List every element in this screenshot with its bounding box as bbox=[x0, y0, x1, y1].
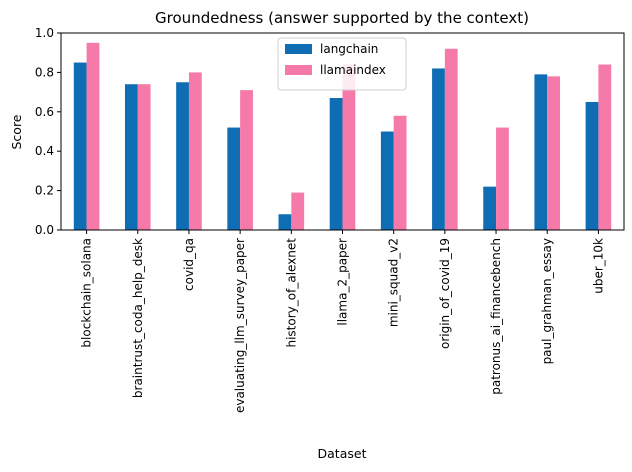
y-tick-label: 0.4 bbox=[35, 144, 54, 158]
x-axis: blockchain_solana braintrust_coda_help_de… bbox=[80, 230, 605, 413]
x-tick-label-paul_grahman_essay: paul_grahman_essay bbox=[540, 238, 554, 364]
x-tick-label-mini_squad_v2: mini_squad_v2 bbox=[387, 238, 401, 327]
legend: langchain llamaindex bbox=[277, 37, 407, 91]
y-tick-label: 0.6 bbox=[35, 105, 54, 119]
legend-label-llamaindex: llamaindex bbox=[320, 63, 386, 77]
y-axis-label: Score bbox=[9, 114, 24, 149]
plot-frame bbox=[60, 32, 625, 231]
bar-langchain-evaluating_llm_survey_paper bbox=[227, 127, 241, 230]
x-tick-label-llama_2_paper: llama_2_paper bbox=[336, 238, 350, 326]
y-tick-label: 0.8 bbox=[35, 65, 54, 79]
bar-llamaindex-blockchain_solana bbox=[86, 42, 100, 230]
legend-swatch-langchain bbox=[285, 44, 312, 54]
legend-label-langchain: langchain bbox=[320, 42, 378, 56]
bar-langchain-history_of_alexnet bbox=[278, 214, 292, 230]
bar-langchain-llama_2_paper bbox=[329, 98, 343, 230]
x-tick-label-braintrust_coda_help_desk: braintrust_coda_help_desk bbox=[131, 238, 145, 398]
legend-swatch-llamaindex bbox=[285, 65, 312, 75]
bar-langchain-patronus_ai_financebench bbox=[483, 186, 497, 230]
bar-llamaindex-paul_grahman_essay bbox=[547, 76, 561, 230]
bar-langchain-covid_qa bbox=[176, 82, 189, 230]
bar-llamaindex-history_of_alexnet bbox=[291, 192, 305, 230]
bar-llamaindex-mini_squad_v2 bbox=[393, 115, 407, 230]
y-tick-label: 0.0 bbox=[35, 223, 54, 237]
x-tick-label-covid_qa: covid_qa bbox=[182, 238, 196, 291]
x-axis-label: Dataset bbox=[318, 446, 367, 461]
chart-title: Groundedness (answer supported by the co… bbox=[155, 9, 529, 27]
bar-llamaindex-origin_of_covid_19 bbox=[444, 48, 458, 231]
bar-langchain-uber_10k bbox=[585, 101, 599, 230]
y-axis: 0.0 0.2 0.4 0.6 0.8 1.0 bbox=[35, 26, 61, 237]
y-tick-label: 1.0 bbox=[35, 26, 54, 40]
bar-llamaindex-uber_10k bbox=[598, 64, 612, 231]
y-tick-label: 0.2 bbox=[35, 184, 54, 198]
bar-langchain-paul_grahman_essay bbox=[534, 74, 548, 231]
x-tick-label-blockchain_solana: blockchain_solana bbox=[80, 238, 94, 348]
bar-langchain-mini_squad_v2 bbox=[380, 131, 394, 230]
bar-langchain-origin_of_covid_19 bbox=[432, 68, 445, 231]
bar-llamaindex-covid_qa bbox=[188, 72, 202, 231]
bar-llamaindex-braintrust_coda_help_desk bbox=[137, 84, 151, 230]
x-tick-label-uber_10k: uber_10k bbox=[591, 238, 605, 294]
bar-llamaindex-patronus_ai_financebench bbox=[496, 127, 509, 230]
x-tick-label-origin_of_covid_19: origin_of_covid_19 bbox=[438, 238, 452, 349]
x-tick-label-history_of_alexnet: history_of_alexnet bbox=[284, 238, 298, 348]
x-tick-label-evaluating_llm_survey_paper: evaluating_llm_survey_paper bbox=[233, 238, 247, 413]
bar-langchain-braintrust_coda_help_desk bbox=[124, 84, 138, 230]
x-tick-label-patronus_ai_financebench: patronus_ai_financebench bbox=[489, 238, 503, 395]
bars-group bbox=[73, 42, 612, 231]
bar-llamaindex-evaluating_llm_survey_paper bbox=[240, 90, 253, 230]
bar-llamaindex-llama_2_paper bbox=[342, 64, 356, 231]
bar-langchain-blockchain_solana bbox=[73, 62, 87, 230]
